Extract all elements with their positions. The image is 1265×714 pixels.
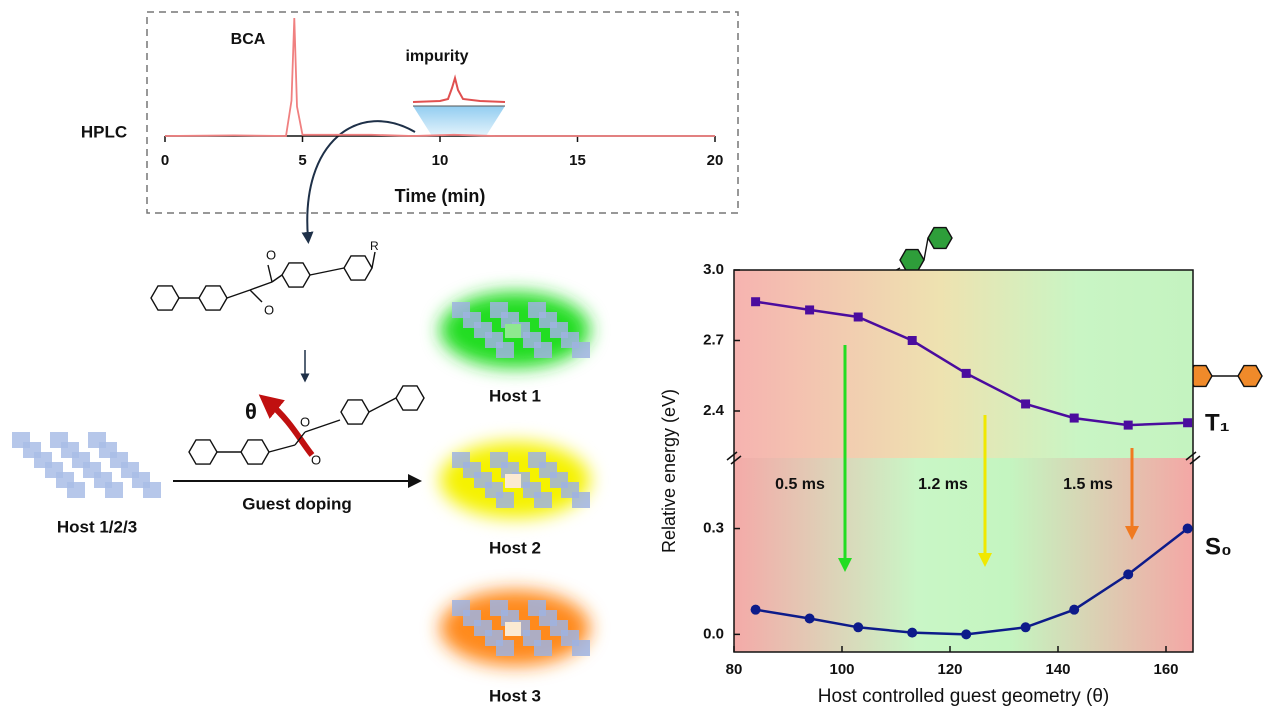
atom: O	[311, 452, 321, 467]
host-block	[67, 482, 85, 498]
y-tick-label: 0.3	[703, 520, 724, 537]
x-tick-label: 20	[707, 152, 724, 169]
point	[962, 369, 971, 378]
host-block	[496, 342, 514, 358]
point	[1183, 418, 1192, 427]
x-tick-label: 15	[569, 152, 586, 169]
series-label: T₁	[1205, 409, 1230, 436]
bond	[272, 275, 282, 282]
host-block	[534, 492, 552, 508]
y-tick-label: 3.0	[703, 261, 724, 278]
point	[1123, 569, 1133, 579]
y-tick-label: 0.0	[703, 625, 724, 642]
point	[751, 297, 760, 306]
host-block	[572, 492, 590, 508]
x-tick-label: 160	[1153, 661, 1178, 678]
ring	[341, 400, 369, 424]
lifetime-label: 1.2 ms	[918, 476, 968, 493]
point	[854, 313, 863, 322]
x-tick-label: 100	[829, 661, 854, 678]
ring	[151, 286, 179, 310]
point	[908, 336, 917, 345]
inset-funnel	[413, 106, 505, 136]
series-label: S₀	[1205, 533, 1232, 560]
host-label: Host 3	[489, 686, 541, 705]
host-block	[534, 342, 552, 358]
guest	[505, 474, 521, 488]
point	[751, 605, 761, 615]
host-block	[572, 640, 590, 656]
bond	[250, 290, 262, 302]
host-mix-label: Host 1/2/3	[57, 517, 137, 536]
point	[907, 628, 917, 638]
inset-trace	[413, 78, 505, 102]
doping-label: Guest doping	[242, 494, 352, 513]
ring	[199, 286, 227, 310]
point	[1069, 605, 1079, 615]
ring	[189, 440, 217, 464]
bond	[369, 398, 396, 412]
host-label: Host 2	[489, 538, 541, 557]
bond	[250, 282, 272, 290]
peak-label: BCA	[231, 31, 266, 48]
point	[805, 613, 815, 623]
y-tick-label: 2.4	[703, 402, 725, 419]
x-tick-label: 5	[298, 152, 306, 169]
ring	[241, 440, 269, 464]
x-axis-label: Time (min)	[395, 186, 486, 206]
bond	[268, 265, 272, 282]
guest	[505, 324, 521, 338]
point	[961, 629, 971, 639]
bond	[310, 268, 344, 275]
bond	[305, 420, 340, 432]
point	[805, 305, 814, 314]
x-tick-label: 120	[937, 661, 962, 678]
flow-arrow	[307, 121, 415, 238]
point	[853, 622, 863, 632]
lifetime-label: 0.5 ms	[775, 476, 825, 493]
ring	[396, 386, 424, 410]
x-axis-label: Host controlled guest geometry (θ)	[818, 686, 1109, 707]
bond	[372, 252, 375, 268]
x-tick-label: 140	[1045, 661, 1070, 678]
y-tick-label: 2.7	[703, 331, 724, 348]
lifetime-label: 1.5 ms	[1063, 476, 1113, 493]
host-block	[105, 482, 123, 498]
point	[1021, 622, 1031, 632]
host-block	[572, 342, 590, 358]
x-tick-label: 10	[432, 152, 449, 169]
ring	[1238, 366, 1262, 387]
panel-bg	[734, 270, 1193, 458]
ring	[344, 256, 372, 280]
host-block	[534, 640, 552, 656]
figure: Guest doping Host 1/2/3 Host 1 Host 2 Ho…	[0, 0, 1265, 714]
host-label: Host 1	[489, 386, 541, 405]
point	[1021, 399, 1030, 408]
peak-label: impurity	[405, 48, 468, 65]
guest	[505, 622, 521, 636]
host-block	[496, 640, 514, 656]
host-block	[496, 492, 514, 508]
bond	[924, 238, 928, 260]
angle-label: θ	[245, 399, 257, 424]
point	[1183, 524, 1193, 534]
x-tick-label: 80	[726, 661, 743, 678]
ring	[900, 250, 924, 271]
y-axis-label: HPLC	[81, 122, 127, 141]
point	[1124, 421, 1133, 430]
ring	[928, 228, 952, 249]
host-block	[143, 482, 161, 498]
atom: O	[264, 302, 274, 317]
point	[1070, 414, 1079, 423]
bond	[227, 290, 250, 298]
substituent: R	[370, 239, 379, 253]
bond	[269, 445, 295, 452]
ring	[282, 263, 310, 287]
y-axis-label: Relative energy (eV)	[659, 389, 679, 553]
atom: O	[300, 414, 310, 429]
atom: O	[266, 247, 276, 262]
x-tick-label: 0	[161, 152, 169, 169]
